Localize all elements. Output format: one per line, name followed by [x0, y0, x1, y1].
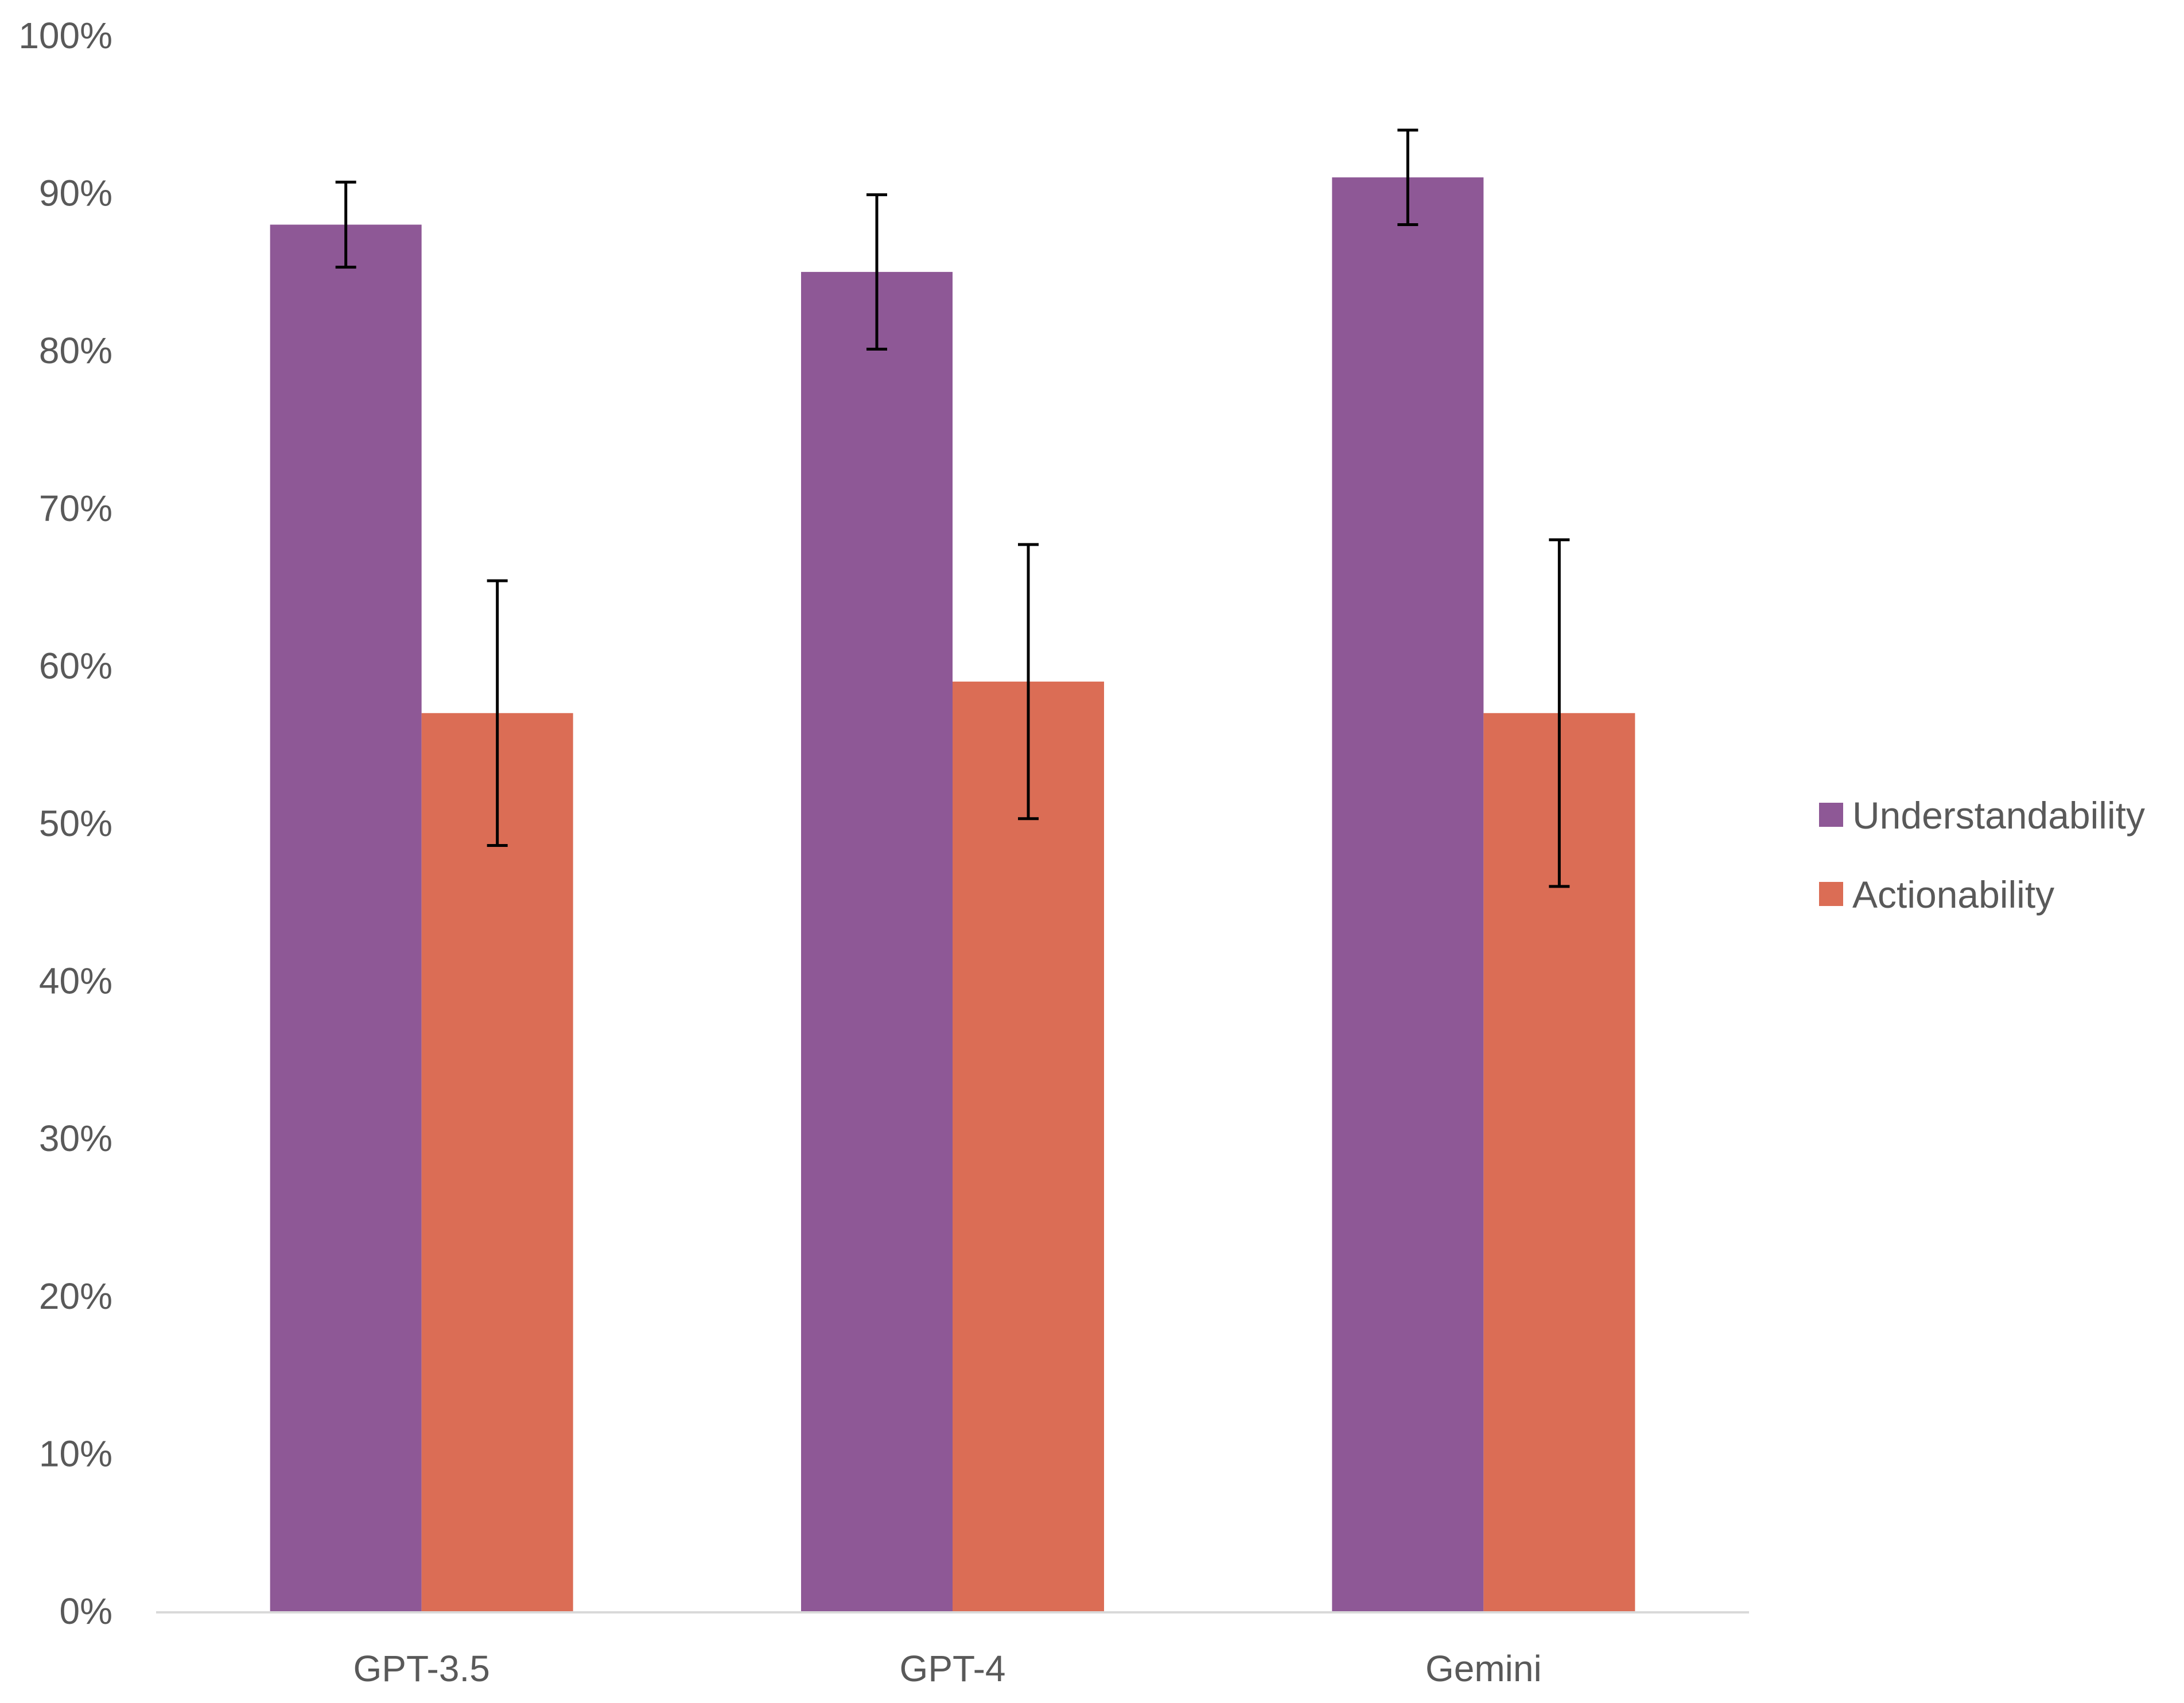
- bar-understandability-gpt-3-5: [270, 224, 422, 1611]
- y-tick-label: 0%: [60, 1591, 113, 1632]
- error-bars: [335, 129, 1570, 888]
- legend-swatch: [1819, 882, 1843, 906]
- x-axis-tick-labels: GPT-3.5 GPT-4 Gemini: [353, 1648, 1542, 1689]
- x-tick-label: GPT-4: [900, 1648, 1006, 1689]
- legend-label: Actionability: [1852, 873, 2054, 916]
- y-tick-label: 100%: [18, 15, 112, 56]
- bar-series: [270, 177, 1635, 1612]
- legend-swatch: [1819, 803, 1843, 827]
- y-tick-label: 90%: [39, 173, 112, 214]
- y-tick-label: 40%: [39, 961, 112, 1002]
- error-bar: [1549, 538, 1570, 888]
- y-tick-label: 30%: [39, 1118, 112, 1159]
- bar-actionability-gpt-3-5: [421, 713, 573, 1611]
- error-bar: [487, 579, 508, 847]
- bar-understandability-gpt-4: [801, 271, 953, 1612]
- error-bar: [1018, 543, 1039, 821]
- y-tick-label: 70%: [39, 488, 112, 529]
- y-tick-label: 20%: [39, 1276, 112, 1317]
- error-bar: [866, 193, 887, 351]
- error-bar: [1397, 129, 1419, 227]
- bar-understandability-gemini: [1332, 177, 1484, 1611]
- y-tick-label: 60%: [39, 645, 112, 686]
- y-axis-tick-labels: 0% 10% 20% 30% 40% 50% 60% 70% 80% 90% 100%: [18, 15, 112, 1632]
- y-tick-label: 10%: [39, 1433, 112, 1474]
- legend: Understandability Actionability: [1819, 794, 2145, 916]
- bar-actionability-gpt-4: [953, 681, 1104, 1611]
- y-tick-label: 80%: [39, 330, 112, 371]
- legend-label: Understandability: [1852, 794, 2145, 837]
- x-tick-label: GPT-3.5: [353, 1648, 490, 1689]
- error-bar: [335, 180, 356, 269]
- legend-item: Actionability: [1819, 873, 2054, 916]
- y-tick-label: 50%: [39, 803, 112, 844]
- x-tick-label: Gemini: [1425, 1648, 1542, 1689]
- legend-item: Understandability: [1819, 794, 2145, 837]
